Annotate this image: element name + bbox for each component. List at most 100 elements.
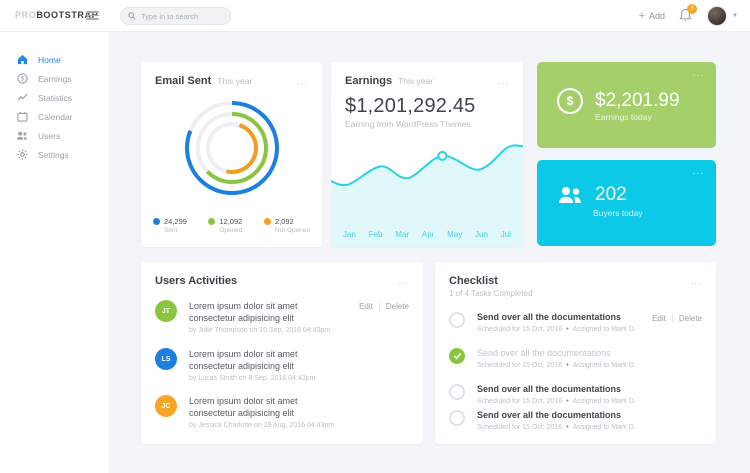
logo-pre: PRO — [15, 10, 37, 20]
month-tick: Mar — [395, 230, 410, 239]
users-activities-card: Users Activities ... JT Lorem ipsum dolo… — [141, 262, 423, 444]
delete-link[interactable]: Delete — [385, 301, 409, 311]
month-tick: May — [447, 230, 463, 239]
checkbox[interactable] — [449, 410, 465, 426]
hamburger-menu-icon[interactable] — [86, 11, 99, 21]
card-period: This year — [217, 76, 253, 86]
sidebar-item-home[interactable]: Home — [0, 50, 109, 69]
sidebar-item-settings[interactable]: Settings — [0, 145, 109, 164]
email-legend: 24,299 Sent 12,092 Opened 2,092 Not Open… — [141, 217, 322, 234]
sidebar-item-earnings[interactable]: $ Earnings — [0, 69, 109, 88]
email-sent-card: Email Sent This year ... 24,299 Sent 12,… — [141, 62, 322, 247]
earnings-area-chart — [331, 144, 523, 247]
card-period: This year — [398, 76, 434, 86]
more-options-icon[interactable]: ... — [692, 166, 704, 177]
month-tick: Jan — [343, 230, 356, 239]
month-tick: Apr — [421, 230, 435, 239]
dollar-circle-icon: $ — [16, 73, 28, 84]
sidebar-item-users[interactable]: Users — [0, 126, 109, 145]
activity-meta: by Julie Thompson on 10 Sep, 2016 04:43p… — [189, 327, 331, 335]
task-scheduled: Scheduled for 15 Oct, 2016 — [477, 326, 563, 333]
email-donut-chart — [185, 101, 279, 195]
legend-label: Sent — [164, 227, 178, 234]
checkbox[interactable] — [449, 312, 465, 328]
more-options-icon[interactable]: ... — [397, 276, 409, 287]
legend-label: Not Opened — [274, 227, 310, 234]
more-options-icon[interactable]: ... — [692, 68, 704, 79]
checklist-row: Send over all the documentations Schedul… — [449, 410, 702, 431]
avatar: JC — [155, 395, 177, 417]
calendar-icon — [16, 111, 28, 122]
legend-value: 2,092 — [274, 217, 294, 226]
checkbox[interactable] — [449, 348, 465, 364]
check-icon — [453, 352, 461, 360]
activity-row: JT Lorem ipsum dolor sit amet consectetu… — [155, 300, 409, 334]
task-meta: Scheduled for 15 Oct, 2016 • Assigned to M… — [477, 424, 636, 431]
sidebar-item-label: Users — [38, 130, 61, 141]
earnings-subtitle: Earning from WordPress Themes — [345, 119, 471, 129]
users-icon — [16, 130, 28, 141]
avatar: JT — [155, 300, 177, 322]
sidebar-item-calendar[interactable]: Calendar — [0, 107, 109, 126]
task-meta: Scheduled for 15 Oct, 2016 • Assigned to M… — [477, 326, 636, 333]
month-tick: Jul — [500, 230, 511, 239]
earnings-card: Earnings This year ... $1,201,292.45 Ear… — [331, 62, 523, 247]
month-tick: Jun — [475, 230, 488, 239]
user-avatar[interactable] — [707, 6, 728, 26]
app-logo: PROBOOTSTRAP — [15, 10, 98, 20]
top-bar: PROBOOTSTRAP + Add 3 ▼ — [0, 0, 750, 32]
sidebar-item-label: Home — [38, 54, 61, 65]
checklist-card: Checklist ... 1 of 4 Tasks Completed Sen… — [435, 262, 716, 444]
more-options-icon[interactable]: ... — [690, 276, 702, 287]
activity-text: Lorem ipsum dolor sit amet consectetur a… — [189, 301, 298, 324]
earnings-today-amount: $2,201.99 — [595, 90, 680, 111]
legend-item-opened: 12,092 Opened — [208, 217, 243, 234]
search-bar[interactable] — [120, 7, 231, 25]
activity-meta: by Jessica Charlotte on 29 Aug, 2016 04:… — [189, 422, 335, 430]
more-options-icon[interactable]: ... — [497, 76, 509, 87]
legend-value: 24,299 — [164, 217, 187, 226]
edit-link[interactable]: Edit — [652, 313, 666, 323]
legend-dot-orange — [263, 218, 271, 225]
notifications-button[interactable]: 3 — [679, 4, 698, 24]
card-title: Checklist — [449, 275, 498, 287]
legend-dot-green — [208, 218, 216, 225]
checklist-row: Send over all the documentations Schedul… — [449, 312, 702, 333]
line-chart-icon — [16, 92, 28, 103]
search-icon — [128, 12, 136, 20]
legend-item-not-opened: 2,092 Not Opened — [263, 217, 310, 234]
divider — [378, 301, 380, 311]
sidebar-item-statistics[interactable]: Statistics — [0, 88, 109, 107]
activity-text: Lorem ipsum dolor sit amet consectetur a… — [189, 349, 298, 372]
legend-value: 12,092 — [219, 217, 243, 226]
svg-text:$: $ — [20, 76, 24, 83]
add-button[interactable]: + Add — [639, 10, 665, 22]
activity-text: Lorem ipsum dolor sit amet consectetur a… — [189, 396, 298, 419]
delete-link[interactable]: Delete — [678, 313, 702, 323]
earnings-today-card: ... $ $2,201.99 Earnings today — [537, 62, 716, 148]
task-meta: Scheduled for 15 Oct, 2016 • Assigned to M… — [477, 398, 636, 405]
sidebar: Home $ Earnings Statistics Calendar User… — [0, 32, 110, 473]
sidebar-item-label: Earnings — [38, 73, 72, 84]
task-title: Send over all the documentations — [477, 312, 622, 322]
search-input[interactable] — [141, 11, 223, 21]
edit-link[interactable]: Edit — [359, 301, 373, 311]
gear-icon — [16, 149, 28, 160]
bullet: • — [566, 424, 569, 431]
more-options-icon[interactable]: ... — [296, 76, 308, 87]
logo-main: BOOTSTRAP — [36, 10, 99, 20]
avatar: LS — [155, 348, 177, 370]
checklist-row: Send over all the documentations Schedul… — [449, 384, 702, 405]
sidebar-item-label: Statistics — [38, 92, 73, 103]
buyers-today-count: 202 — [595, 184, 627, 205]
task-scheduled: Scheduled for 15 Oct, 2016 — [477, 398, 563, 405]
bullet: • — [566, 398, 569, 405]
checkbox[interactable] — [449, 384, 465, 400]
user-menu[interactable]: ▼ — [707, 6, 738, 26]
bullet: • — [566, 326, 569, 333]
task-title: Send over all the documentations — [477, 410, 622, 420]
task-assigned: Assigned to Mark D. — [572, 398, 636, 405]
buyers-icon — [559, 187, 581, 203]
checklist-progress: 1 of 4 Tasks Completed — [449, 289, 533, 298]
card-title: Email Sent — [155, 75, 212, 87]
